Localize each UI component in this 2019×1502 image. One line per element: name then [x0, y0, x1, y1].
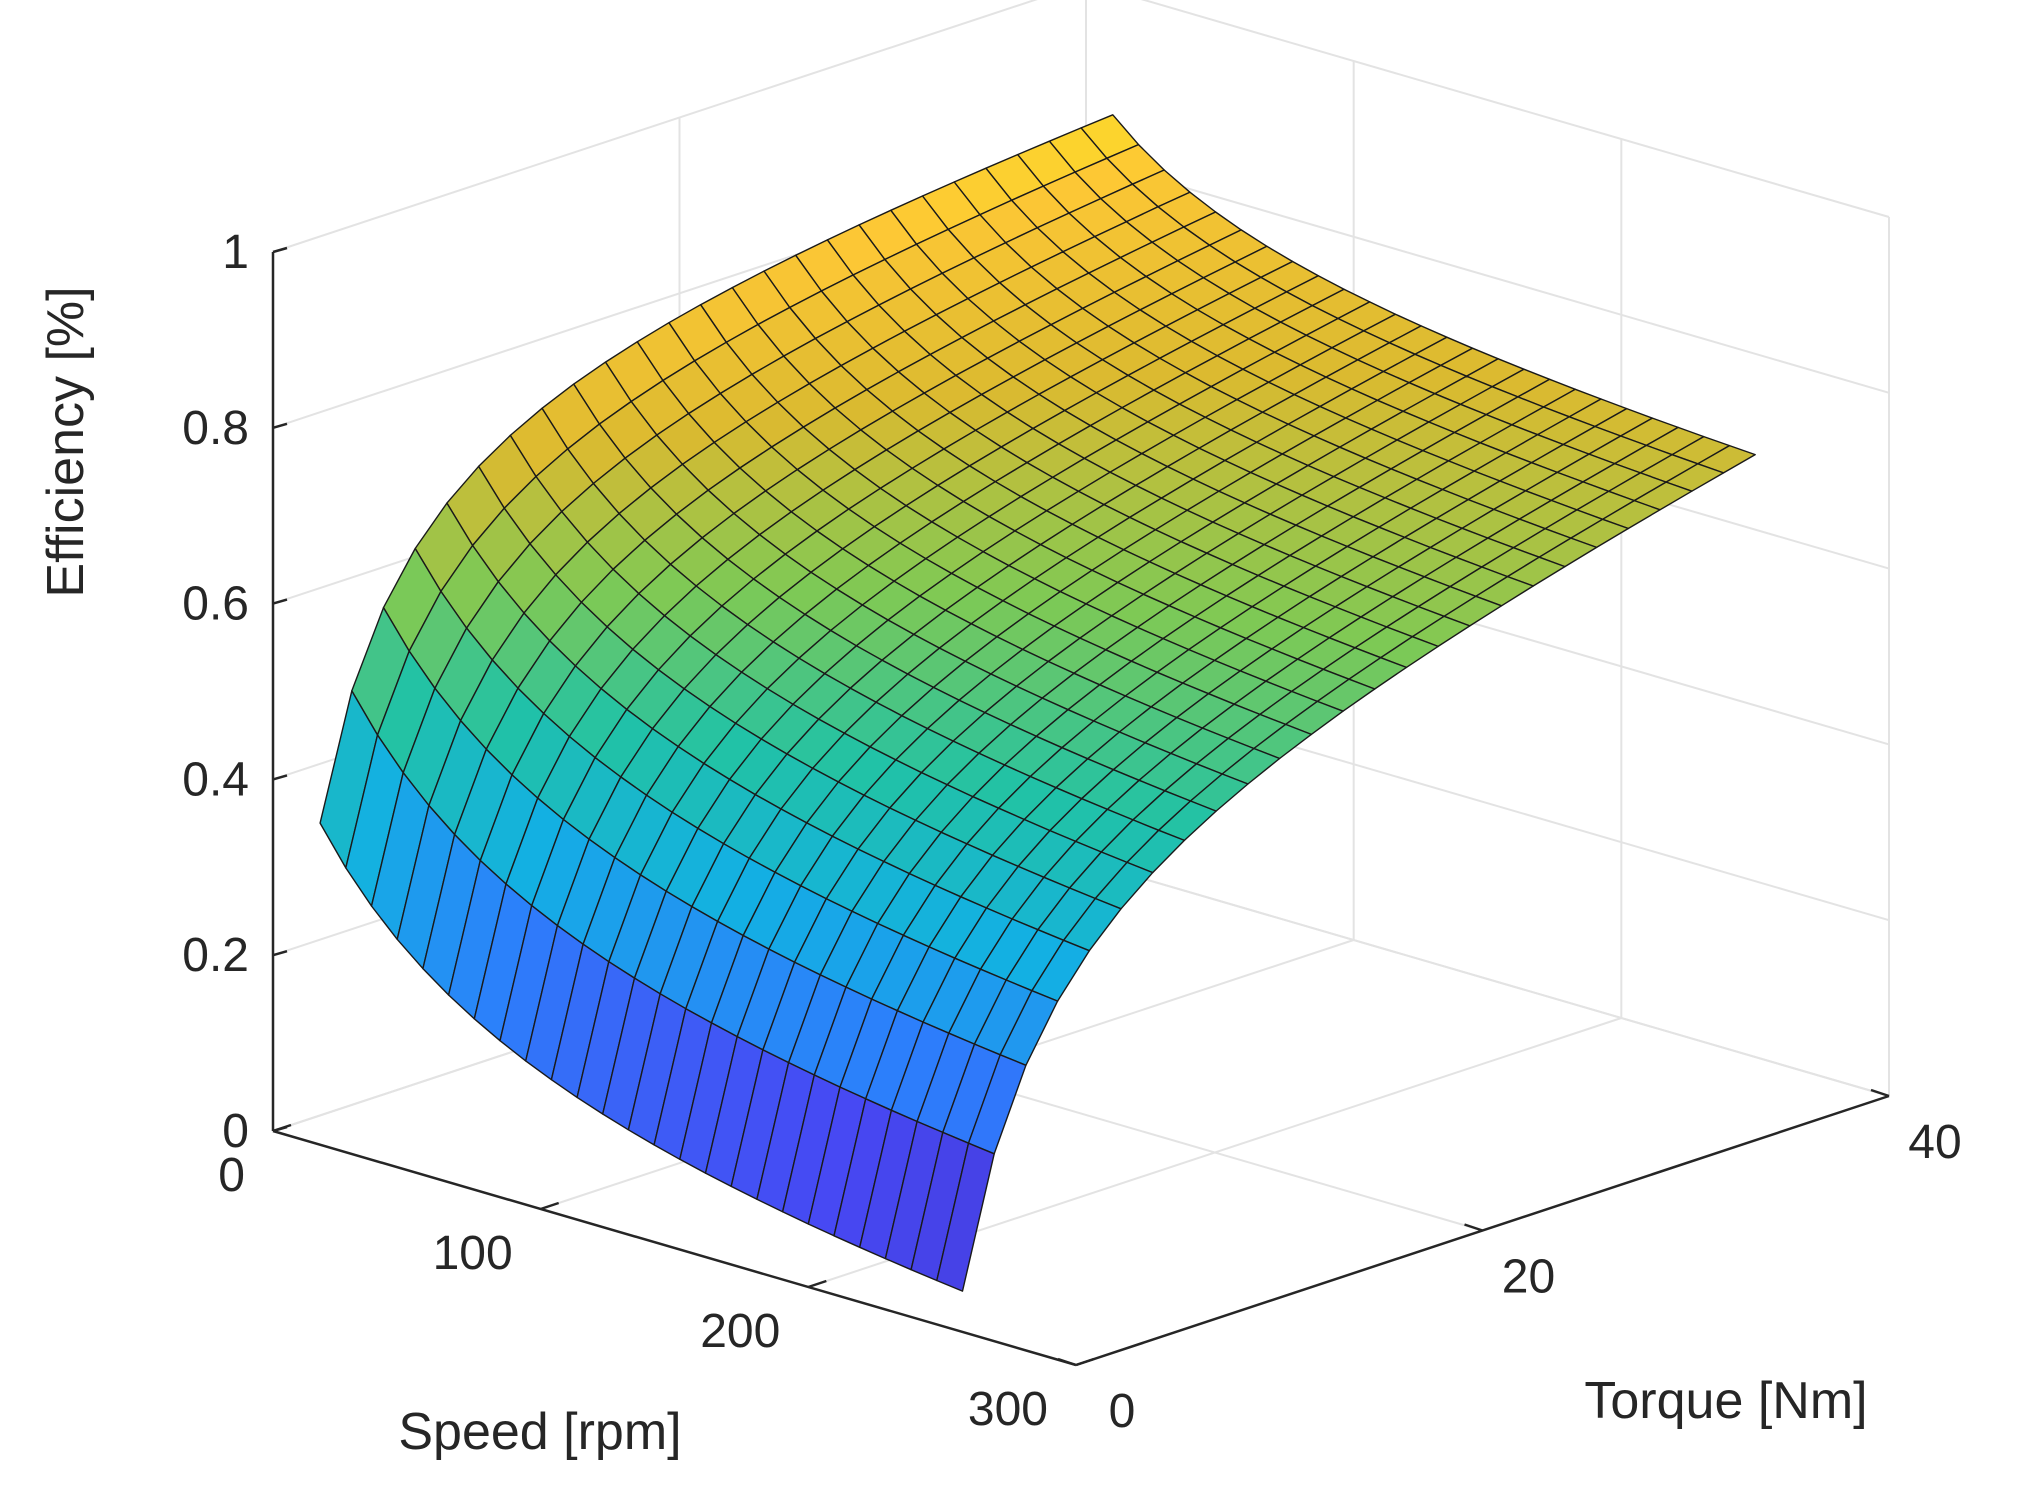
y-tick [1464, 1223, 1483, 1232]
y-tick [1057, 1357, 1077, 1367]
z-tick-label: 0.2 [182, 929, 249, 982]
z-tick-label: 0.8 [182, 402, 249, 455]
x-tick [540, 1201, 560, 1211]
z-tick [272, 598, 288, 605]
axes-lines [271, 246, 1890, 1367]
x-tick [272, 1123, 292, 1133]
z-tick [272, 774, 288, 781]
x-tick [807, 1279, 827, 1289]
z-tick [272, 949, 288, 957]
x-axis-label: Speed [rpm] [398, 1403, 681, 1461]
x-tick [1075, 1357, 1095, 1367]
x-tick-label: 200 [700, 1305, 780, 1358]
z-tick-label: 0.6 [182, 578, 249, 631]
surface-mesh [319, 114, 1756, 1292]
z-tick [272, 422, 288, 430]
surface-patch [936, 1142, 995, 1292]
x-axis-line [272, 1129, 1077, 1367]
y-axis-label: Torque [Nm] [1584, 1372, 1867, 1430]
x-tick-label: 0 [218, 1149, 245, 1202]
x-tick-label: 100 [433, 1227, 513, 1280]
y-tick-label: 0 [1109, 1385, 1136, 1438]
z-tick-label: 1 [222, 226, 249, 279]
gridline [1085, 861, 1890, 1097]
gridline [1140, 0, 1890, 218]
tick-labels: 0 0.2 0.4 0.6 0.8 1 0 100 200 300 0 20 40 [182, 226, 1961, 1438]
z-axis-label: Efficiency [%] [37, 286, 95, 597]
gridline [1085, 157, 1890, 394]
z-tick-label: 0 [222, 1105, 249, 1158]
z-tick [272, 246, 288, 254]
x-tick-label: 300 [968, 1383, 1048, 1436]
y-tick-label: 20 [1502, 1251, 1555, 1304]
y-tick [1870, 1088, 1890, 1098]
y-tick-label: 40 [1908, 1116, 1961, 1169]
z-tick-label: 0.4 [182, 753, 249, 806]
